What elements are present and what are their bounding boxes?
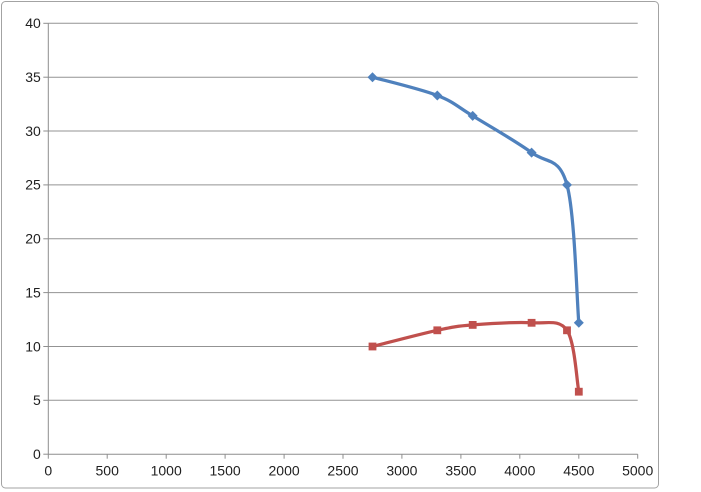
series-2-square-marker [563, 326, 571, 335]
y-tick-label: 40 [25, 15, 41, 31]
series-2-square-marker [433, 326, 442, 335]
y-tick-label: 25 [25, 177, 41, 193]
series-1-diamond-marker [526, 147, 537, 158]
x-tick-label: 1000 [151, 463, 182, 479]
x-tick-label: 2000 [269, 463, 300, 479]
series-1-diamond-marker [432, 90, 443, 101]
series-1-diamond-marker [467, 110, 478, 121]
series-1-diamond-marker [562, 179, 572, 190]
x-tick-label: 4500 [563, 463, 594, 479]
y-tick-label: 30 [25, 123, 41, 139]
series-1-line [370, 75, 581, 325]
x-tick-label: 4000 [504, 463, 535, 479]
x-tick-label: 500 [96, 463, 120, 479]
series-1-diamond-marker [573, 317, 584, 328]
series-2-square-marker [527, 318, 536, 327]
x-tick-label: 3000 [386, 463, 417, 479]
y-tick-label: 15 [25, 284, 41, 300]
y-tick-label: 20 [25, 231, 41, 247]
series-1-diamond-marker [367, 72, 378, 83]
series-2-line [370, 320, 581, 394]
x-tick-label: 0 [44, 463, 52, 479]
series-2-square-marker [368, 342, 377, 351]
x-tick-label: 5000 [622, 463, 653, 479]
chart-area-border [1, 1, 659, 489]
series-2-square-marker [468, 321, 477, 329]
y-tick-label: 35 [25, 69, 41, 85]
y-tick-label: 0 [33, 446, 41, 462]
x-tick-label: 2500 [327, 463, 358, 479]
y-tick-label: 10 [25, 338, 41, 354]
y-tick-label: 5 [33, 392, 41, 408]
x-tick-label: 1500 [210, 463, 241, 479]
x-tick-label: 3500 [445, 463, 476, 479]
series-2-square-marker [574, 387, 583, 396]
